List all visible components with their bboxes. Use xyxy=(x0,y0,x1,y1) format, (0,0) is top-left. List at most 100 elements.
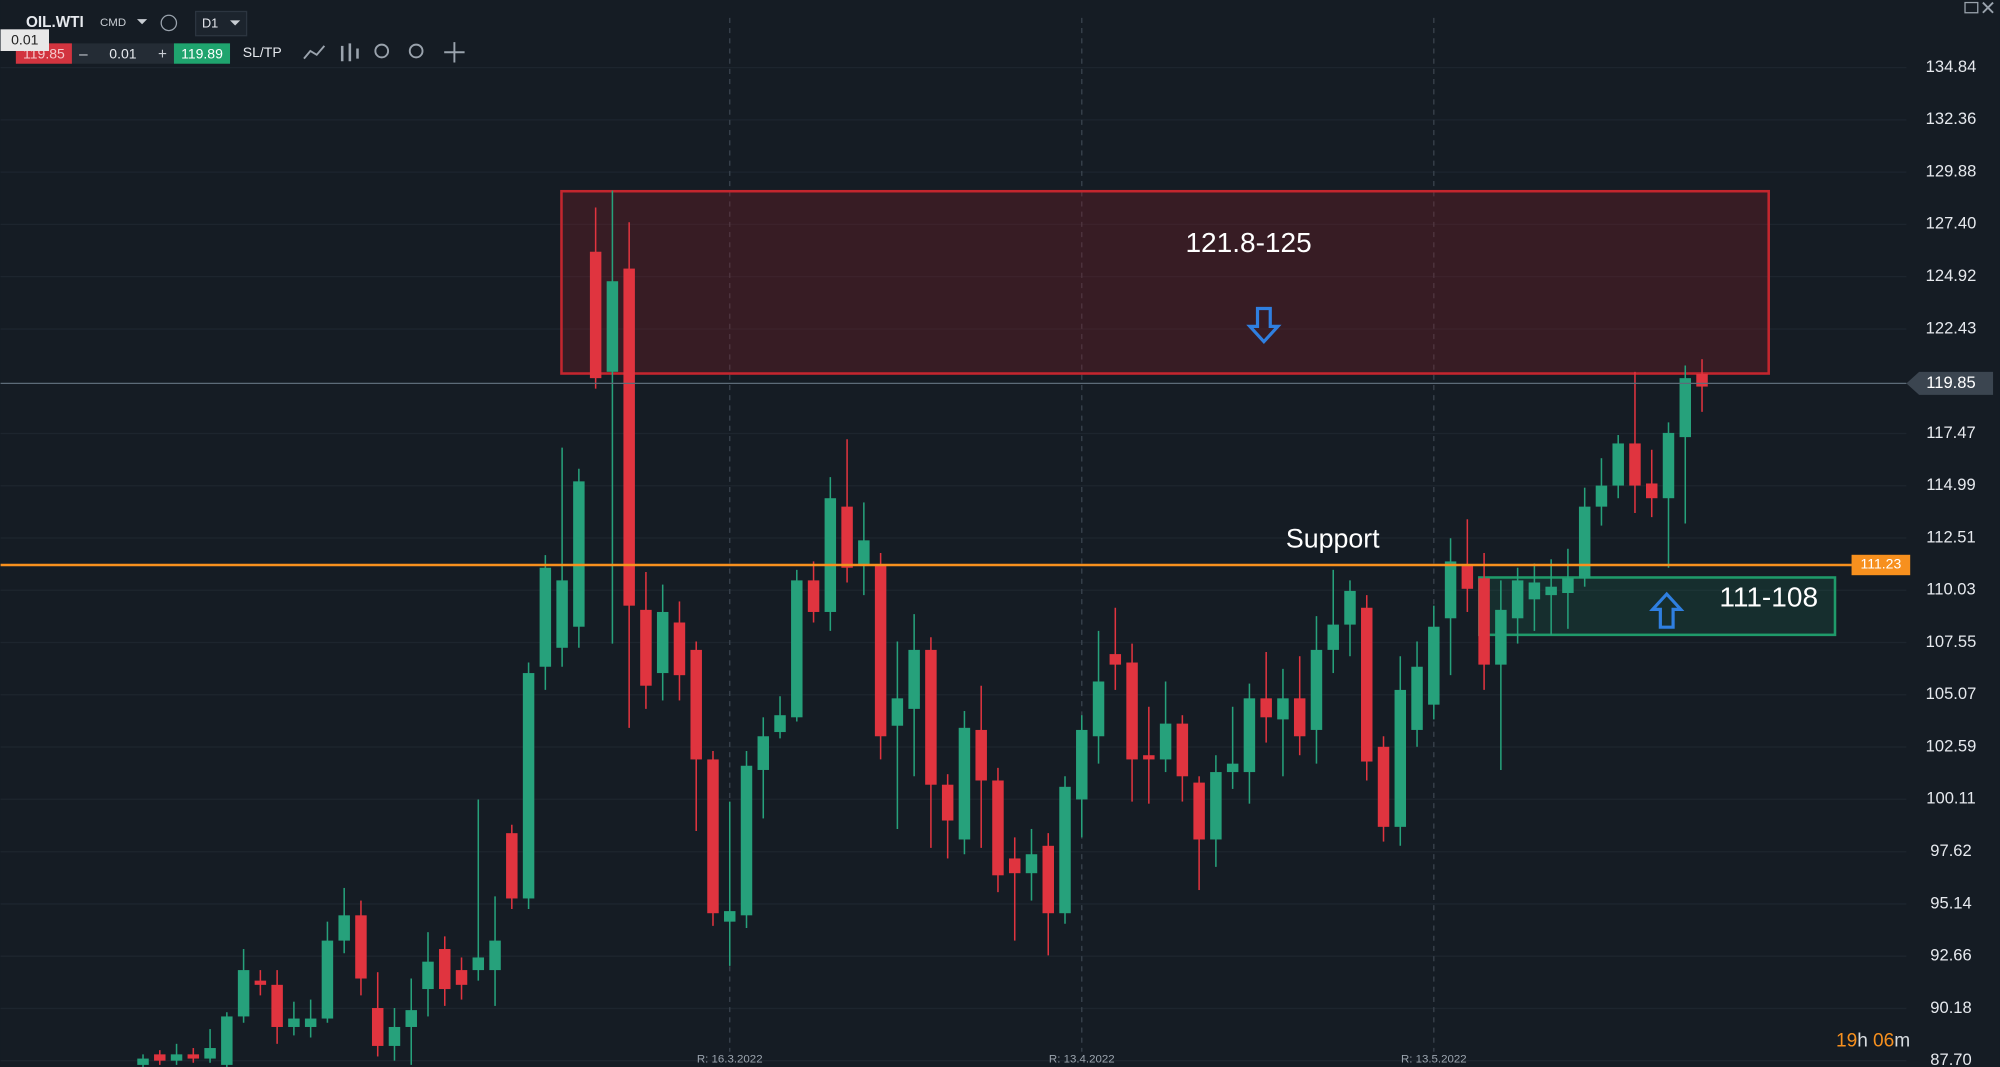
level-tag xyxy=(1851,554,1911,576)
level-label: 111.23 xyxy=(1860,556,1901,572)
candle-body xyxy=(1696,373,1708,387)
close-button[interactable] xyxy=(1982,1,1994,14)
candle-body xyxy=(1159,723,1172,760)
candle-body xyxy=(841,506,853,568)
candle-body xyxy=(405,1010,417,1027)
zoom-in-icon[interactable] xyxy=(408,43,424,59)
candle-body xyxy=(824,498,837,612)
candle-body xyxy=(1260,698,1272,718)
buy-price[interactable]: 119.89 xyxy=(181,46,223,62)
y-tick-label: 124.92 xyxy=(1926,266,1977,285)
timeframe[interactable]: D1 xyxy=(202,16,218,31)
lot-plus[interactable]: + xyxy=(158,46,167,63)
candle-body xyxy=(522,673,535,899)
y-tick-label: 122.43 xyxy=(1926,318,1977,337)
candle-body xyxy=(506,833,518,899)
candle-body xyxy=(1143,755,1155,760)
candle-body xyxy=(489,940,501,971)
candle-body xyxy=(1327,624,1339,650)
candle-body xyxy=(1394,689,1407,827)
candle-body xyxy=(858,540,870,566)
candle-body xyxy=(170,1054,183,1061)
candle-body xyxy=(1377,746,1390,827)
candle-body xyxy=(1511,580,1524,619)
tooltip-box xyxy=(0,29,50,51)
lot-minus[interactable]: – xyxy=(79,46,88,63)
info-icon[interactable] xyxy=(160,14,178,32)
market: CMD xyxy=(100,17,126,29)
candle-body xyxy=(690,649,702,760)
candle-body xyxy=(1310,649,1323,730)
candle-body xyxy=(1226,763,1239,773)
line-chart-icon[interactable] xyxy=(303,45,326,60)
lot[interactable]: 0.01 xyxy=(109,46,136,62)
candle-body xyxy=(740,765,753,916)
candle-body xyxy=(1176,723,1189,777)
candle-body xyxy=(1595,485,1608,507)
candle-body xyxy=(1629,443,1641,486)
candle-body xyxy=(1243,698,1256,773)
lot-box[interactable] xyxy=(71,43,174,64)
candle-body xyxy=(1411,666,1423,730)
dropdown-icon[interactable] xyxy=(136,19,148,25)
candle-body xyxy=(874,565,887,737)
minutes: 06 xyxy=(1873,1031,1894,1052)
candle-body xyxy=(1545,586,1557,596)
y-tick-label: 90.18 xyxy=(1930,998,1971,1017)
candle-body xyxy=(539,567,552,667)
toolbar: OIL.WTI CMD D1 119.85 – 0.01 + 119.89 SL… xyxy=(0,1,1994,64)
candle-body xyxy=(573,481,585,627)
candle-body xyxy=(958,727,971,840)
resistance-label: 121.8-125 xyxy=(1185,227,1311,258)
timeframe-box[interactable] xyxy=(194,10,248,37)
candle-body xyxy=(757,736,770,770)
candle-body xyxy=(1344,590,1356,625)
symbol[interactable]: OIL.WTI xyxy=(26,14,84,31)
candle-body xyxy=(455,970,468,985)
candle-body xyxy=(925,649,937,785)
candle-body xyxy=(1428,626,1440,705)
candle-body xyxy=(1126,662,1138,760)
candle-body xyxy=(606,281,619,372)
y-tick-label: 105.07 xyxy=(1926,684,1977,703)
y-tick-label: 102.59 xyxy=(1926,736,1977,755)
candle-body xyxy=(221,1016,233,1065)
y-tick-label: 110.03 xyxy=(1926,580,1975,599)
y-tick-label: 95.14 xyxy=(1930,893,1971,912)
y-tick-label: 112.51 xyxy=(1926,527,1975,546)
candle-body xyxy=(707,759,719,914)
hours: 19 xyxy=(1836,1031,1857,1052)
x-tick-label: R: 13.4.2022 xyxy=(1049,1053,1115,1065)
sltp-button[interactable]: SL/TP xyxy=(243,44,282,60)
candle-body xyxy=(724,911,736,922)
candle-body xyxy=(355,915,367,979)
candle-body xyxy=(321,940,334,1019)
candle-body xyxy=(254,980,267,985)
candle-body xyxy=(640,609,652,686)
candle-body xyxy=(1495,609,1507,665)
candle-body xyxy=(1210,772,1222,840)
candle-body xyxy=(1025,854,1038,874)
candle-body xyxy=(1528,582,1541,600)
candle-body xyxy=(237,970,250,1017)
y-tick-label: 129.88 xyxy=(1926,161,1977,180)
candle-body xyxy=(1361,607,1373,762)
buy-button[interactable] xyxy=(173,43,231,64)
zoom-out-icon[interactable] xyxy=(374,43,390,59)
window-button[interactable] xyxy=(1964,1,1979,14)
y-tick-label: 100.11 xyxy=(1926,789,1975,808)
x-tick-label: R: 13.5.2022 xyxy=(1401,1053,1467,1065)
candle-body xyxy=(1076,729,1088,800)
y-tick-label: 97.62 xyxy=(1930,841,1971,860)
resistance-zone xyxy=(560,189,1770,375)
candle-body xyxy=(1461,565,1474,589)
candle-body xyxy=(1578,506,1591,579)
crosshair-icon[interactable] xyxy=(444,42,465,63)
dropdown-icon[interactable] xyxy=(230,20,241,26)
price-label: 119.85 xyxy=(1926,373,1975,392)
candles-icon[interactable] xyxy=(340,43,359,62)
candle-body xyxy=(137,1058,149,1065)
candle-body xyxy=(187,1054,200,1059)
